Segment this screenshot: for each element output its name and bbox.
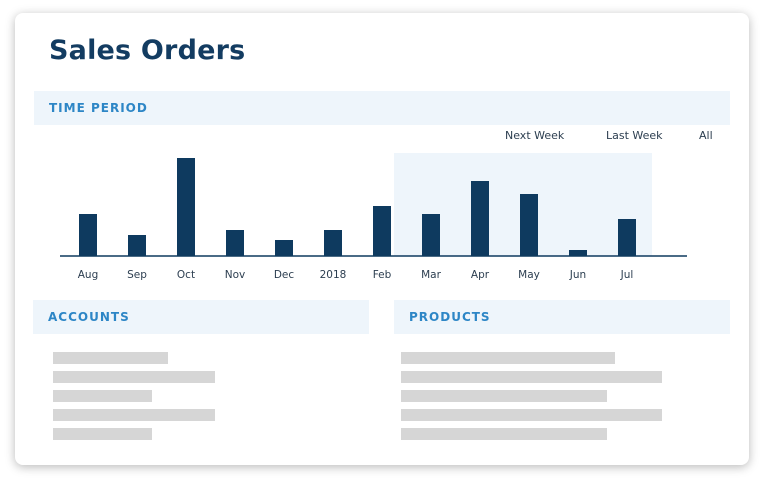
bar-may[interactable]	[520, 194, 538, 256]
x-tick-label: Nov	[225, 269, 246, 281]
x-tick-label: Mar	[421, 269, 441, 281]
x-tick-label: May	[518, 269, 540, 281]
page-title: Sales Orders	[49, 35, 246, 66]
placeholder-row	[53, 428, 152, 440]
time-period-header: TIME PERIOD	[34, 91, 730, 125]
x-tick-label: 2018	[320, 269, 347, 281]
bar-aug[interactable]	[79, 214, 97, 256]
filter-next-week[interactable]: Next Week	[505, 129, 565, 142]
bar-nov[interactable]	[226, 230, 244, 256]
bar-oct[interactable]	[177, 158, 195, 256]
sales-orders-card: Sales Orders TIME PERIOD Next Week Last …	[15, 13, 749, 465]
x-tick-label: Sep	[127, 269, 147, 281]
placeholder-row	[53, 390, 152, 402]
products-header: PRODUCTS	[394, 300, 730, 334]
products-list	[401, 352, 662, 447]
placeholder-row	[401, 371, 662, 383]
placeholder-row	[401, 409, 662, 421]
sales-bar-chart[interactable]: Aug Sep Oct Nov Dec 2018 Feb Mar Apr May Jun Jul	[60, 151, 700, 296]
placeholder-row	[401, 352, 616, 364]
x-tick-label: Apr	[471, 269, 490, 281]
bar-sep[interactable]	[128, 235, 146, 256]
placeholder-row	[401, 390, 608, 402]
bar-mar[interactable]	[422, 214, 440, 256]
placeholder-row	[53, 371, 215, 383]
placeholder-row	[401, 428, 608, 440]
filter-last-week[interactable]: Last Week	[606, 129, 663, 142]
accounts-header: ACCOUNTS	[33, 300, 369, 334]
bar-dec[interactable]	[275, 240, 293, 256]
x-tick-label: Jul	[620, 269, 634, 281]
bar-apr[interactable]	[471, 181, 489, 256]
bar-feb[interactable]	[373, 206, 391, 256]
placeholder-row	[53, 352, 169, 364]
x-tick-label: Jun	[569, 269, 586, 281]
bar-jun[interactable]	[569, 250, 587, 256]
accounts-list	[53, 352, 215, 447]
x-tick-label: Aug	[78, 269, 99, 281]
x-tick-label: Oct	[177, 269, 195, 281]
x-tick-label: Feb	[373, 269, 392, 281]
filter-all[interactable]: All	[699, 129, 713, 142]
bar-jul[interactable]	[618, 219, 636, 256]
placeholder-row	[53, 409, 215, 421]
bar-2018[interactable]	[324, 230, 342, 256]
x-tick-label: Dec	[274, 269, 295, 281]
